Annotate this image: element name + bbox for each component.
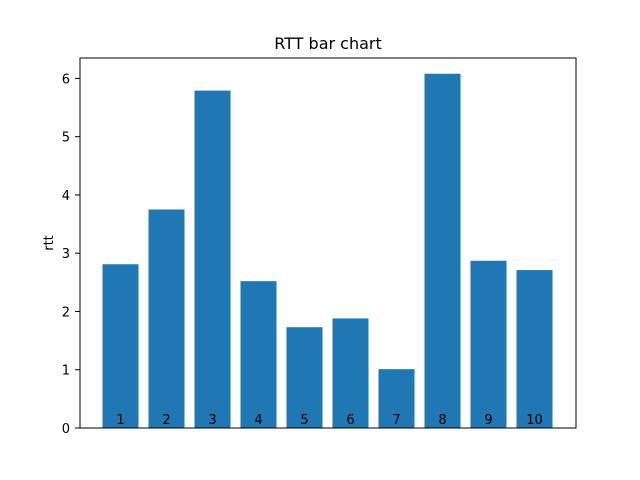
- bar-label-2: 2: [162, 413, 170, 428]
- bar-label-5: 5: [300, 413, 308, 428]
- bar-label-4: 4: [254, 413, 262, 428]
- bar-2: [148, 209, 185, 428]
- chart-title: RTT bar chart: [274, 34, 382, 53]
- y-tick-label-0: 0: [62, 422, 70, 437]
- bar-9: [470, 260, 507, 428]
- plot-frame: [79, 57, 577, 429]
- bar-label-7: 7: [392, 413, 400, 428]
- y-axis-ticks: 0 1 2 3 4 5 6: [62, 72, 80, 437]
- bar-5: [286, 327, 323, 428]
- y-axis-label: rtt: [42, 235, 57, 251]
- y-tick-label-2: 2: [62, 305, 70, 320]
- bars-layer: [102, 73, 553, 429]
- bar-label-8: 8: [438, 413, 446, 428]
- y-tick-label-6: 6: [62, 72, 70, 87]
- y-tick-label-1: 1: [62, 364, 70, 379]
- bar-6: [332, 318, 369, 428]
- bar-8: [424, 73, 461, 428]
- bar-label-6: 6: [346, 413, 354, 428]
- bar-1: [102, 264, 139, 428]
- bar-label-1: 1: [116, 413, 124, 428]
- y-tick-label-5: 5: [62, 131, 70, 146]
- bar-3: [194, 90, 231, 429]
- bar-labels-layer: 1 2 3 4 5 6 7 8 9 10: [116, 413, 542, 428]
- y-tick-label-4: 4: [62, 189, 70, 204]
- bar-label-10: 10: [526, 413, 543, 428]
- bar-7: [378, 369, 415, 428]
- bar-10: [516, 270, 553, 428]
- y-tick-label-3: 3: [62, 247, 70, 262]
- bar-4: [240, 281, 277, 428]
- bar-label-3: 3: [208, 413, 216, 428]
- bar-label-9: 9: [484, 413, 492, 428]
